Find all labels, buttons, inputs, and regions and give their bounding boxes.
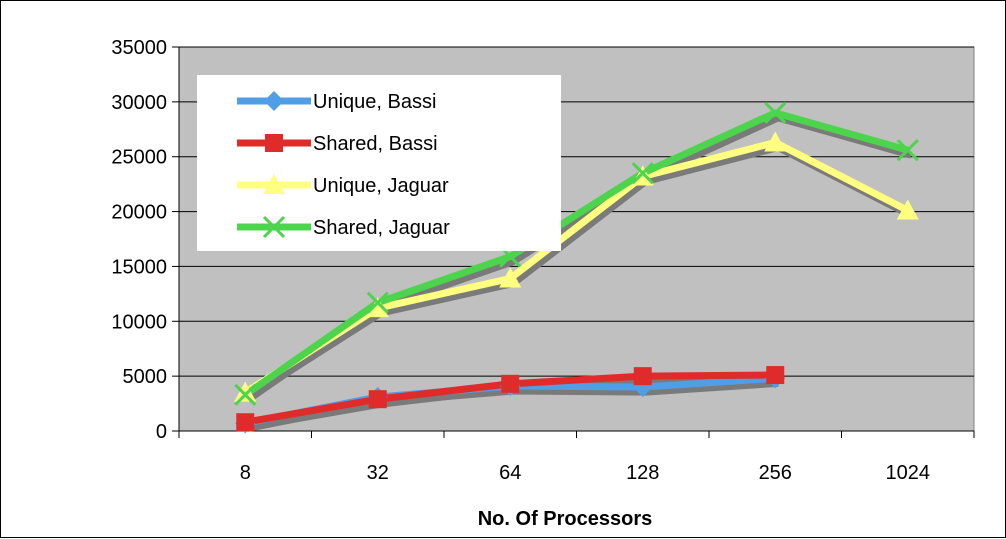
y-tick-label-5000: 5000	[123, 366, 168, 388]
x-tick-label-64: 64	[499, 462, 521, 484]
legend-label: Unique, Bassi	[313, 91, 436, 113]
x-tick-label-128: 128	[626, 462, 659, 484]
point-shared-bassi-64	[501, 375, 519, 393]
x-axis-ticks: 8 32 64 128 256 1024	[179, 431, 974, 484]
x-tick-label-1024: 1024	[886, 462, 931, 484]
legend-swatch-marker	[265, 134, 283, 152]
y-tick-label-0: 0	[156, 421, 167, 443]
x-axis-title: No. Of Processors	[478, 508, 653, 530]
x-tick-label-8: 8	[240, 462, 251, 484]
legend-label: Shared, Jaguar	[313, 217, 450, 239]
point-shared-bassi-8	[236, 413, 254, 431]
y-tick-label-20000: 20000	[111, 202, 167, 224]
y-tick-label-30000: 30000	[111, 92, 167, 114]
legend-item-shared-bassi: Shared, Bassi	[237, 133, 438, 155]
y-tick-label-15000: 15000	[111, 256, 167, 278]
point-shared-bassi-32	[369, 390, 387, 408]
point-shared-bassi-256	[766, 366, 784, 384]
y-axis-ticks: 0 5000 10000 15000 20000 25000 30000 35000	[111, 37, 179, 443]
x-tick-label-256: 256	[759, 462, 792, 484]
legend: Unique, Bassi Shared, Bassi Unique, Jaguar…	[197, 75, 561, 251]
point-shared-bassi-128	[634, 367, 652, 385]
y-tick-label-25000: 25000	[111, 147, 167, 169]
y-tick-label-10000: 10000	[111, 311, 167, 333]
y-tick-label-35000: 35000	[111, 37, 167, 59]
x-tick-label-32: 32	[367, 462, 389, 484]
legend-label: Unique, Jaguar	[313, 175, 449, 197]
legend-label: Shared, Bassi	[313, 133, 438, 155]
